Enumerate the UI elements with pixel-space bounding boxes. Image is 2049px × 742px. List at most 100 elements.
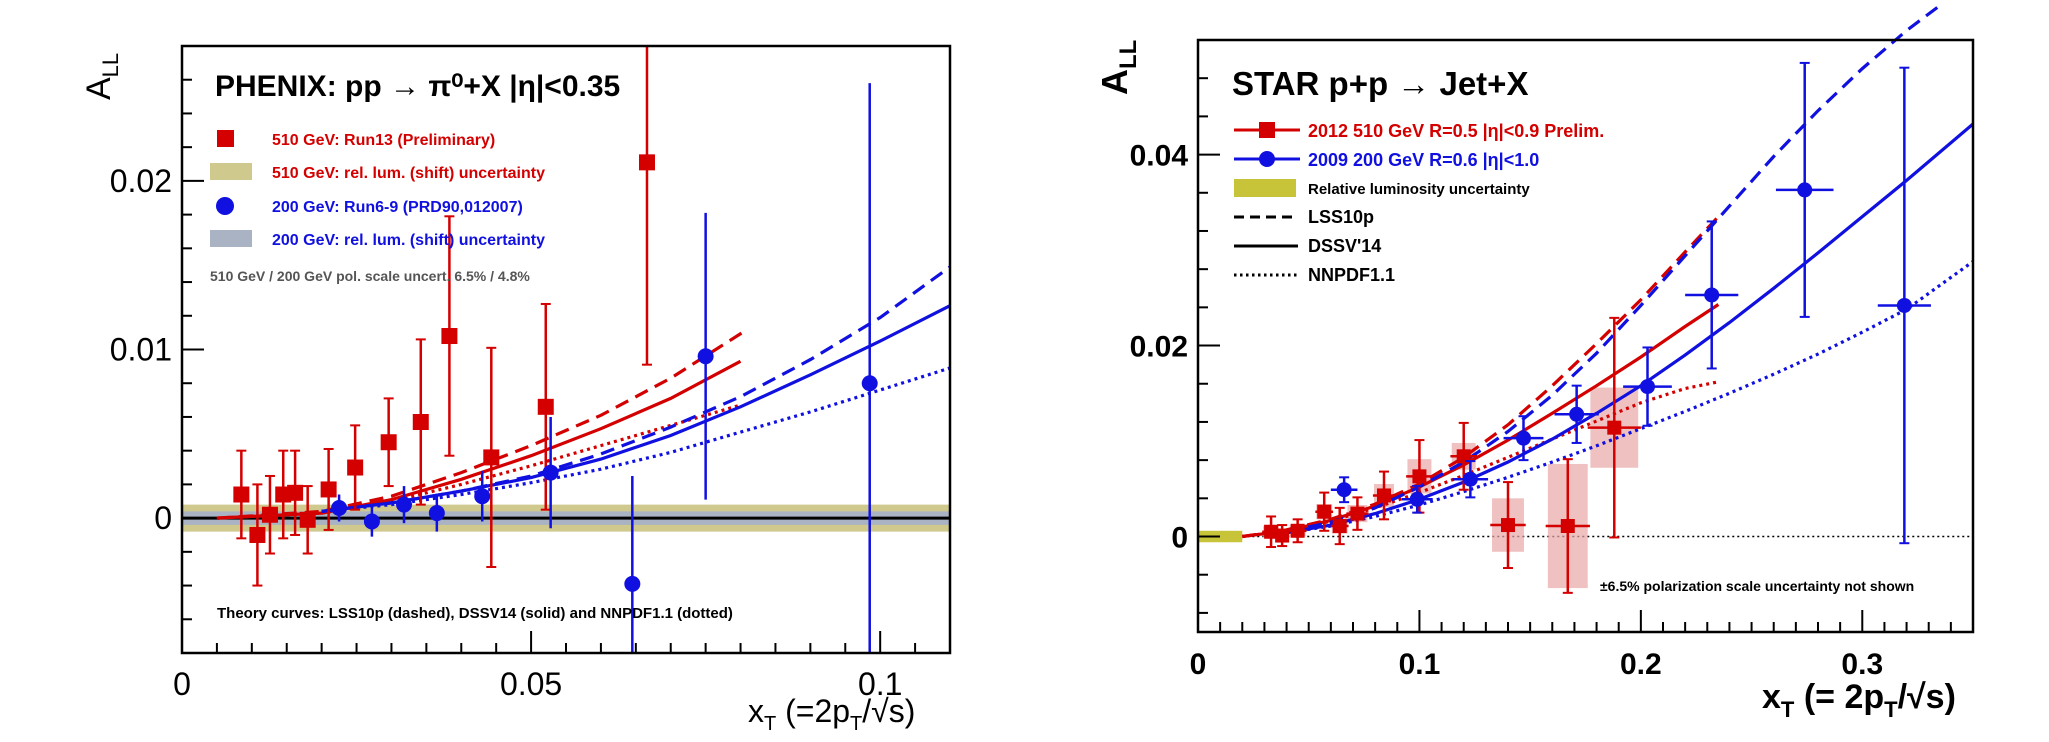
phenix-chart: 0 0.05 0.1 0 0.01 0.02 PHENIX: pp → π⁰+X |η|<… xyxy=(80,44,952,735)
phenix-point-square-8 xyxy=(380,434,397,451)
star-x-axis-title: xT (= 2pT/√s) xyxy=(1762,678,1956,722)
phenix-point-circle-5 xyxy=(542,464,559,481)
star-point-circle-3 xyxy=(1516,430,1531,446)
star-point-circle-0 xyxy=(1336,482,1352,498)
star-point-circle-7 xyxy=(1797,182,1813,198)
star-y-axis-title: ALL xyxy=(1094,40,1142,95)
star-point-circle-5 xyxy=(1640,379,1655,395)
phenix-ytick-label: 0.01 xyxy=(110,332,172,368)
phenix-axis-ticks xyxy=(181,45,951,654)
phenix-point-square-4 xyxy=(287,484,304,501)
phenix-legend-run69: 200 GeV: Run6-9 (PRD90,012007) xyxy=(272,199,523,216)
phenix-point-circle-1 xyxy=(363,513,380,530)
phenix-theory-curves xyxy=(216,265,951,520)
phenix-point-square-5 xyxy=(299,511,316,528)
star-curve-dssv14-200 xyxy=(1286,122,1975,535)
phenix-legend-marker-run13 xyxy=(217,130,234,147)
star-point-square-7 xyxy=(1412,469,1427,484)
phenix-point-circle-3 xyxy=(428,505,445,522)
star-title: STAR p+p → Jet+X xyxy=(1232,65,1528,102)
phenix-point-circle-2 xyxy=(396,496,413,513)
phenix-xtick-label: 0.05 xyxy=(500,666,562,702)
phenix-point-circle-8 xyxy=(861,375,878,392)
phenix-point-square-12 xyxy=(537,398,554,415)
phenix-point-circle-7 xyxy=(697,348,714,365)
phenix-legend-marker-510lumi xyxy=(210,163,252,180)
star-tick-labels: 0 0.1 0.2 0.3 0 0.02 0.04 xyxy=(1130,140,1884,681)
star-legend-marker-lumi xyxy=(1234,179,1296,197)
phenix-point-circle-4 xyxy=(474,488,491,505)
star-legend-lss: LSS10p xyxy=(1308,207,1374,227)
phenix-point-square-0 xyxy=(233,486,250,503)
star-point-square-8 xyxy=(1456,449,1471,464)
star-point-square-1 xyxy=(1275,528,1290,543)
star-legend-dssv: DSSV'14 xyxy=(1308,236,1381,256)
star-lumi-band xyxy=(1198,530,1243,543)
phenix-legend-marker-run69 xyxy=(216,197,234,215)
star-point-circle-2 xyxy=(1462,471,1478,487)
phenix-curve-dssv14-200 xyxy=(321,304,951,513)
star-point-square-3 xyxy=(1317,504,1332,519)
star-polarization-note: ±6.5% polarization scale uncertainty not… xyxy=(1600,578,1914,594)
star-legend-nnpdf: NNPDF1.1 xyxy=(1308,265,1395,285)
phenix-point-square-7 xyxy=(347,459,364,476)
phenix-legend-200lumi: 200 GeV: rel. lum. (shift) uncertainty xyxy=(272,232,545,249)
phenix-point-square-2 xyxy=(261,506,278,523)
star-point-circle-6 xyxy=(1704,287,1720,303)
phenix-ytick-label: 0 xyxy=(154,500,172,536)
star-point-square-4 xyxy=(1332,519,1347,534)
star-curve-nnpdf1-1-200 xyxy=(1286,260,1974,535)
phenix-point-square-1 xyxy=(249,526,266,543)
star-legend-2009: 2009 200 GeV R=0.6 |η|<1.0 xyxy=(1308,150,1539,170)
phenix-tick-labels: 0 0.05 0.1 0 0.01 0.02 xyxy=(110,163,903,702)
phenix-curve-lss10p-200 xyxy=(321,265,951,513)
phenix-legend-510lumi: 510 GeV: rel. lum. (shift) uncertainty xyxy=(272,165,545,182)
star-point-square-11 xyxy=(1607,420,1622,435)
phenix-title: PHENIX: pp → π⁰+X |η|<0.35 xyxy=(215,70,620,103)
phenix-point-square-6 xyxy=(320,481,337,498)
phenix-xtick-label: 0.1 xyxy=(858,666,902,702)
star-lumi-band xyxy=(1198,530,1243,543)
star-xtick-label: 0.3 xyxy=(1841,648,1883,681)
star-data-points xyxy=(1262,61,1931,594)
phenix-x-axis-title: xT (=2pT/√s) xyxy=(748,693,915,735)
phenix-point-circle-0 xyxy=(331,499,348,516)
star-legend-marker-2009 xyxy=(1259,151,1275,167)
phenix-scale-note: 510 GeV / 200 GeV pol. scale uncert. 6.5… xyxy=(210,268,530,284)
phenix-point-square-13 xyxy=(638,154,655,171)
star-legend-2012: 2012 510 GeV R=0.5 |η|<0.9 Prelim. xyxy=(1308,121,1604,141)
star-point-circle-4 xyxy=(1569,406,1585,422)
star-ytick-label: 0 xyxy=(1171,522,1188,555)
star-point-square-10 xyxy=(1560,519,1575,534)
phenix-curve-nnpdf1-1-200 xyxy=(321,366,951,513)
phenix-legend-run13: 510 GeV: Run13 (Preliminary) xyxy=(272,132,495,149)
star-point-square-6 xyxy=(1377,488,1391,503)
star-point-square-9 xyxy=(1501,518,1515,533)
phenix-point-square-11 xyxy=(483,449,500,466)
phenix-point-square-10 xyxy=(441,328,458,345)
phenix-xtick-label: 0 xyxy=(173,666,191,702)
phenix-point-square-9 xyxy=(412,414,429,431)
star-xtick-label: 0.2 xyxy=(1620,648,1662,681)
star-plot-frame xyxy=(1196,38,1975,634)
star-point-circle-8 xyxy=(1896,297,1912,313)
star-legend-marker-2012 xyxy=(1259,122,1275,138)
star-point-square-2 xyxy=(1290,523,1305,538)
phenix-theory-note: Theory curves: LSS10p (dashed), DSSV14 (… xyxy=(217,605,733,622)
star-xtick-label: 0.1 xyxy=(1399,648,1441,681)
star-point-square-5 xyxy=(1350,506,1365,521)
star-legend-lumi: Relative luminosity uncertainty xyxy=(1308,181,1530,198)
phenix-ytick-label: 0.02 xyxy=(110,163,172,199)
star-ytick-label: 0.02 xyxy=(1130,331,1188,364)
star-axis-ticks xyxy=(1197,39,1974,632)
star-chart: 0 0.1 0.2 0.3 0 0.02 0.04 STAR p+p → Jet+X 201… xyxy=(1094,4,1975,722)
star-point-circle-1 xyxy=(1409,491,1425,507)
phenix-data-points xyxy=(233,45,878,653)
star-point-square-0 xyxy=(1264,524,1279,539)
star-curve-lss10p-510 xyxy=(1242,215,1720,539)
star-xtick-label: 0 xyxy=(1190,648,1207,681)
phenix-point-circle-6 xyxy=(624,575,641,592)
star-curve-lss10p-200 xyxy=(1286,4,1941,534)
star-ytick-label: 0.04 xyxy=(1130,140,1189,173)
